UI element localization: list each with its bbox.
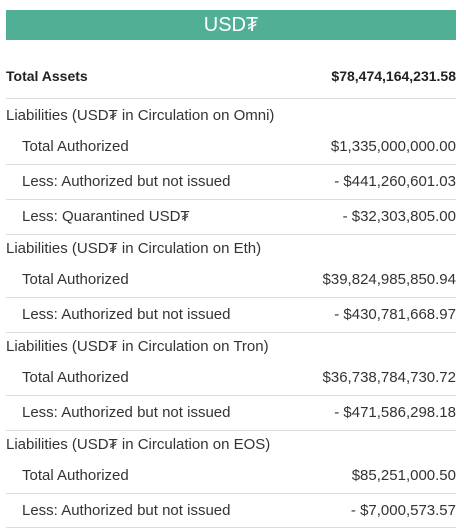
divider [6, 430, 456, 431]
table-row: Less: Authorized but not issued - $441,2… [6, 173, 456, 191]
section-label: Liabilities (USD₮ in Circulation on Tron… [6, 338, 269, 355]
table-row: Less: Authorized but not issued - $471,5… [6, 404, 456, 422]
total-assets-row: Total Assets $78,474,164,231.58 [6, 68, 456, 86]
table-row: Less: Authorized but not issued - $7,000… [6, 502, 456, 520]
section-title-eos: Liabilities (USD₮ in Circulation on EOS) [6, 436, 456, 454]
table-header: USD₮ [6, 10, 456, 40]
row-value: - $430,781,668.97 [334, 306, 456, 323]
table-row: Total Authorized $39,824,985,850.94 [6, 271, 456, 289]
row-label: Less: Quarantined USD₮ [22, 208, 190, 225]
table-row: Total Authorized $36,738,784,730.72 [6, 369, 456, 387]
row-value: $85,251,000.50 [351, 467, 456, 484]
row-value: - $471,586,298.18 [334, 404, 456, 421]
divider [6, 98, 456, 99]
section-label: Liabilities (USD₮ in Circulation on Eth) [6, 240, 262, 257]
section-label: Liabilities (USD₮ in Circulation on EOS) [6, 436, 271, 453]
divider [6, 234, 456, 235]
row-value: - $441,260,601.03 [334, 173, 456, 190]
row-label: Less: Authorized but not issued [22, 502, 231, 519]
section-title-eth: Liabilities (USD₮ in Circulation on Eth) [6, 240, 456, 258]
row-value: $36,738,784,730.72 [322, 369, 456, 386]
section-title-tron: Liabilities (USD₮ in Circulation on Tron… [6, 338, 456, 356]
divider [6, 164, 456, 165]
table-row: Less: Authorized but not issued - $430,7… [6, 306, 456, 324]
divider [6, 395, 456, 396]
total-assets-label: Total Assets [6, 68, 88, 84]
row-label: Total Authorized [22, 271, 129, 288]
table-row: Total Authorized $85,251,000.50 [6, 467, 456, 485]
table-row: Less: Quarantined USD₮ - $32,303,805.00 [6, 208, 456, 226]
divider [6, 527, 456, 528]
section-label: Liabilities (USD₮ in Circulation on Omni… [6, 107, 275, 124]
row-value: $39,824,985,850.94 [322, 271, 456, 288]
row-value: - $32,303,805.00 [342, 208, 456, 225]
row-value: - $7,000,573.57 [350, 502, 456, 519]
row-label: Total Authorized [22, 467, 129, 484]
row-label: Total Authorized [22, 369, 129, 386]
row-label: Less: Authorized but not issued [22, 173, 231, 190]
row-value: $1,335,000,000.00 [330, 138, 456, 155]
header-title: USD₮ [203, 14, 259, 36]
row-label: Total Authorized [22, 138, 129, 155]
divider [6, 199, 456, 200]
row-label: Less: Authorized but not issued [22, 306, 231, 323]
row-label: Less: Authorized but not issued [22, 404, 231, 421]
section-title-omni: Liabilities (USD₮ in Circulation on Omni… [6, 107, 456, 125]
divider [6, 493, 456, 494]
divider [6, 332, 456, 333]
table-row: Total Authorized $1,335,000,000.00 [6, 138, 456, 156]
divider [6, 297, 456, 298]
total-assets-value: $78,474,164,231.58 [331, 68, 456, 84]
